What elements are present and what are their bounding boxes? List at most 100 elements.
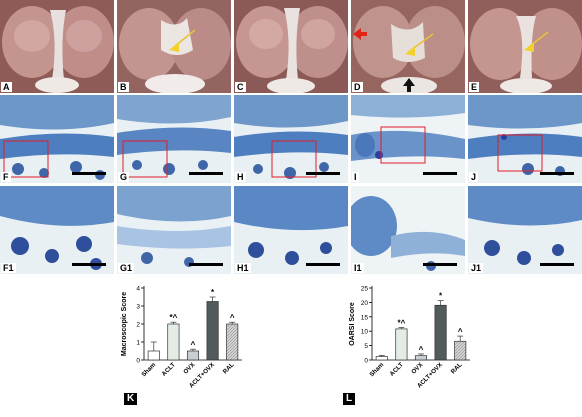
histology-image — [234, 186, 348, 265]
y-tick-label: 5 — [364, 343, 368, 350]
y-axis-label: OARSI Score — [349, 302, 356, 346]
knee-photo — [468, 0, 582, 93]
significance-label: ^ — [230, 313, 235, 322]
significance-label: ^ — [419, 345, 424, 354]
y-tick-label: 25 — [361, 286, 369, 293]
photo-panel-a: A — [0, 0, 114, 93]
photo-panel-d: D — [351, 0, 465, 93]
y-tick-label: 20 — [361, 300, 369, 307]
y-axis-label: Macroscopic Score — [121, 292, 128, 356]
macroscopic-score-chart: Macroscopic Score01234Sham*^ACLT^OVX*ACL… — [121, 286, 242, 390]
panel-label: J — [469, 172, 479, 182]
histo-panel-g: G — [117, 95, 231, 183]
histology-image — [0, 95, 114, 180]
panel-label: I1 — [352, 263, 364, 273]
scale-bar — [306, 263, 340, 266]
zoom-box — [122, 140, 168, 178]
histo-panel-f: F — [0, 95, 114, 183]
photo-panel-e: E — [468, 0, 582, 93]
scale-bar — [423, 172, 457, 175]
bar — [454, 340, 467, 361]
histo-zoom-h1: H1 — [234, 186, 348, 274]
red-arrow-icon — [353, 28, 367, 40]
photo-panel-b: B — [117, 0, 231, 93]
oarsi-score-chart: OARSI Score0510152025Sham*^ACLT^OVX*ACLT… — [349, 286, 470, 390]
panel-label: H1 — [235, 263, 251, 273]
histology-image — [117, 186, 231, 267]
bar — [186, 350, 200, 361]
knee-photo — [0, 0, 114, 93]
significance-label: * — [439, 292, 443, 301]
panel-label: J1 — [469, 263, 484, 273]
panel-label: E — [469, 82, 480, 92]
y-tick-label: 15 — [361, 314, 369, 321]
panel-label: G — [118, 172, 130, 182]
y-tick-label: 3 — [136, 304, 140, 311]
scale-bar — [306, 172, 340, 175]
scale-bar — [72, 263, 106, 266]
panel-label: C — [235, 82, 246, 92]
black-arrow-icon — [403, 78, 415, 92]
zoom-box — [3, 140, 49, 178]
zoom-box — [497, 134, 543, 172]
histology-image — [351, 196, 465, 271]
significance-label: *^ — [398, 318, 406, 327]
x-tick-label: ACLT — [389, 361, 405, 377]
bar — [206, 301, 219, 361]
zoom-box — [380, 126, 426, 164]
histology-image — [0, 186, 114, 270]
panel-label: H — [235, 172, 246, 182]
x-tick-label: Sham — [368, 361, 385, 378]
significance-label: *^ — [170, 313, 178, 322]
histo-zoom-i1: I1 — [351, 186, 465, 274]
knee-photo — [234, 0, 348, 93]
panel-label: G1 — [118, 263, 135, 273]
bar — [167, 323, 180, 361]
x-tick-label: RAL — [222, 361, 236, 375]
x-tick-label: ACLT — [161, 361, 177, 377]
bar — [147, 350, 160, 361]
panel-label: I — [352, 172, 359, 182]
y-tick-label: 0 — [364, 358, 368, 365]
panel-label-k: K — [124, 393, 138, 405]
y-tick-label: 0 — [136, 358, 140, 365]
bar — [226, 323, 239, 361]
histo-panel-j: J — [468, 95, 582, 183]
knee-photo — [117, 0, 231, 93]
panel-label-l: L — [343, 393, 356, 405]
scale-bar — [540, 263, 574, 266]
histology-image — [468, 186, 582, 265]
panel-label: D — [352, 82, 363, 92]
photo-panel-c: C — [234, 0, 348, 93]
histology-image — [351, 95, 465, 164]
panel-label: F — [1, 172, 11, 182]
histology-image — [468, 95, 582, 176]
significance-label: ^ — [458, 327, 463, 336]
panel-label: A — [1, 82, 12, 92]
y-tick-label: 4 — [136, 286, 140, 293]
yellow-arrow-icon — [524, 42, 534, 52]
scale-bar — [540, 172, 574, 175]
histo-panel-h: H — [234, 95, 348, 183]
scale-bar — [72, 172, 106, 175]
yellow-arrow-icon — [169, 42, 179, 52]
significance-label: ^ — [191, 340, 196, 349]
histo-zoom-f1: F1 — [0, 186, 114, 274]
x-tick-label: RAL — [450, 361, 464, 375]
histology-image — [117, 95, 231, 178]
scale-bar — [189, 172, 223, 175]
histo-zoom-j1: J1 — [468, 186, 582, 274]
x-tick-label: OVX — [182, 361, 197, 376]
histology-image — [234, 95, 348, 179]
yellow-arrow-icon — [405, 46, 415, 56]
x-tick-label: Sham — [140, 361, 157, 378]
histo-panel-i: I — [351, 95, 465, 183]
bar — [395, 328, 408, 361]
panel-label: B — [118, 82, 129, 92]
y-tick-label: 2 — [136, 322, 140, 329]
scale-bar — [189, 263, 223, 266]
knee-photo — [351, 0, 465, 93]
histo-zoom-g1: G1 — [117, 186, 231, 274]
bar — [375, 356, 388, 361]
y-tick-label: 1 — [136, 340, 140, 347]
